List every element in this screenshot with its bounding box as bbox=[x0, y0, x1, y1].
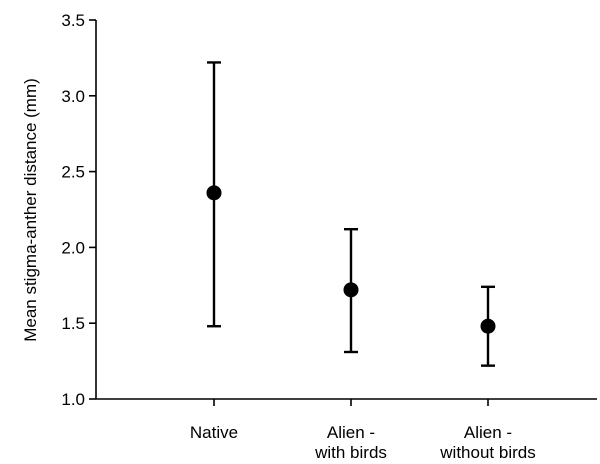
y-tick-label: 3.0 bbox=[61, 87, 85, 106]
y-tick-label: 2.0 bbox=[61, 238, 85, 257]
axes bbox=[95, 20, 597, 400]
chart-marks bbox=[206, 61, 496, 367]
data-point bbox=[480, 318, 496, 334]
y-tick-label: 1.5 bbox=[61, 314, 85, 333]
y-ticks: 1.0 1.5 2.0 2.5 3.0 3.5 bbox=[61, 11, 96, 409]
data-point bbox=[206, 185, 222, 201]
y-tick-label: 2.5 bbox=[61, 163, 85, 182]
x-tick-label-line2: without birds bbox=[439, 443, 535, 462]
y-tick-label: 1.0 bbox=[61, 390, 85, 409]
y-tick-label: 3.5 bbox=[61, 11, 85, 30]
x-tick-label: Alien - bbox=[327, 423, 375, 442]
x-tick-label-line2: with birds bbox=[314, 443, 387, 462]
x-tick-label: Alien - bbox=[464, 423, 512, 442]
x-tick-label: Native bbox=[190, 423, 238, 442]
data-point bbox=[343, 282, 359, 298]
y-axis-label: Mean stigma-anther distance (mm) bbox=[21, 78, 40, 342]
